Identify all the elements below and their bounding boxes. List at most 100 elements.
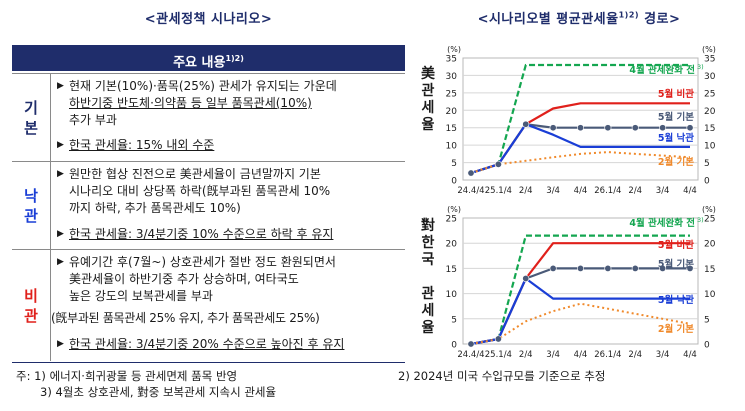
summary-item: ▶ 한국 관세율: 15% 내외 수준 — [57, 137, 402, 154]
scenario-body-pessimistic: ▶ 유예기간 후(7월~) 상호관세가 절반 정도 환원되면서 美관세율이 하반… — [50, 250, 405, 361]
summary-text: 한국 관세율: 3/4분기중 20% 수준으로 높아진 후 유지 — [69, 337, 345, 351]
x-tick-label: 4/4 — [574, 186, 588, 196]
note-2: 2) 2024년 미국 수입규모를 기준으로 추정 — [398, 369, 606, 383]
bullet-line: 원만한 협상 진전으로 美관세율이 금년말까지 기본 — [69, 167, 321, 181]
x-tick-label: 3/4 — [546, 350, 560, 360]
scenario-label-char: 비 — [24, 286, 38, 305]
side-label-char: 관 — [422, 82, 435, 99]
series-line — [470, 234, 690, 346]
right-title-text: <시나리오별 평균관세율 — [477, 12, 619, 27]
y-tick-label-right: 5 — [704, 315, 710, 325]
data-point — [686, 124, 694, 132]
series-line — [470, 63, 690, 175]
y-tick-label-left: 30 — [446, 72, 458, 82]
scenario-label-pessimistic: 비 관 — [12, 250, 50, 361]
y-tick-label-left: 25 — [446, 89, 457, 99]
series-label: 5월 비관 — [658, 239, 694, 251]
bullet-line: 까지 하락, 추가 품목관세도 10%) — [69, 201, 241, 215]
bullet-item: ▶ 원만한 협상 진전으로 美관세율이 금년말까지 기본 시나리오 대비 상당폭… — [57, 166, 402, 217]
triangle-bullet-icon: ▶ — [57, 339, 64, 349]
left-section-title: <관세정책 시나리오> — [144, 12, 273, 27]
series-line — [470, 277, 690, 346]
x-tick-label: 4/4 — [683, 350, 697, 360]
y-unit-right: (%) — [702, 205, 716, 214]
y-tick-label-right: 10 — [704, 142, 716, 152]
data-point — [577, 264, 585, 272]
y-tick-label-right: 25 — [704, 215, 715, 225]
x-tick-label: 3/4 — [546, 186, 560, 196]
x-tick-label: 24.4/4 — [457, 186, 484, 196]
y-tick-label-left: 20 — [446, 107, 458, 117]
note-3: 3) 4월초 상호관세, 對중 보복관세 지속시 관세율 — [40, 385, 277, 399]
data-point — [494, 335, 502, 343]
series-label: 4월 관세완화 전 — [629, 64, 695, 76]
summary-text: 한국 관세율: 3/4분기중 10% 수준으로 하락 후 유지 — [69, 227, 334, 241]
side-label-char: 율 — [422, 116, 435, 133]
y-tick-label-left: 5 — [451, 159, 457, 169]
right-title-sup: 1)2) — [618, 10, 640, 20]
bullet-line: 추가 부과 — [69, 113, 117, 127]
scenario-label-char: 기 — [24, 99, 38, 117]
y-tick-label-left: 5 — [451, 315, 457, 325]
scenario-label-optimistic: 낙 관 — [12, 162, 50, 250]
x-tick-label: 3/4 — [656, 350, 670, 360]
bullet-note: (旣부과된 품목관세 25% 유지, 추가 품목관세도 25%) — [51, 310, 406, 327]
scenario-row-optimistic: 낙 관 ▶ 원만한 협상 진전으로 美관세율이 금년말까지 기본 시나리오 대비… — [12, 161, 405, 250]
y-tick-label-left: 20 — [446, 240, 458, 250]
y-tick-label-left: 0 — [451, 341, 457, 351]
x-tick-label: 25.1/4 — [485, 186, 512, 196]
y-tick-label-right: 35 — [704, 55, 715, 65]
side-label-char: 美 — [421, 65, 436, 82]
data-point — [522, 120, 530, 128]
data-point — [467, 340, 475, 348]
data-point — [659, 264, 667, 272]
summary-item: ▶ 한국 관세율: 3/4분기중 10% 수준으로 하락 후 유지 — [57, 226, 402, 243]
data-point — [604, 124, 612, 132]
y-tick-label-left: 25 — [446, 215, 457, 225]
y-tick-label-right: 15 — [704, 124, 715, 134]
scenario-label-char: 낙 — [24, 187, 38, 205]
table-header: 주요 내용1)2) — [12, 47, 405, 71]
data-point — [467, 169, 475, 177]
y-tick-label-right: 15 — [704, 265, 715, 275]
y-tick-label-left: 15 — [446, 124, 457, 134]
y-unit-left: (%) — [447, 45, 461, 54]
scenario-body-base: ▶ 현재 기본(10%)·품목(25%) 관세가 유지되는 가운데 하반기중 반… — [50, 74, 405, 162]
triangle-bullet-icon: ▶ — [57, 229, 64, 239]
bullet-line: 유예기간 후(7월~) 상호관세가 절반 정도 환원되면서 — [69, 255, 336, 269]
triangle-bullet-icon: ▶ — [57, 169, 64, 179]
y-tick-label-right: 30 — [704, 72, 716, 82]
right-title-end: 경로> — [639, 12, 681, 27]
data-point — [494, 160, 502, 168]
data-point — [686, 264, 694, 272]
bullet-line: 시나리오 대비 상당폭 하락(旣부과된 품목관세 10% — [69, 184, 331, 198]
data-point — [659, 124, 667, 132]
y-tick-label-right: 25 — [704, 89, 715, 99]
scenario-label-char: 관 — [24, 306, 38, 325]
series-label: 5월 기본 — [658, 258, 694, 270]
note-1: 주: 1) 에너지·희귀광물 등 관세면제 품목 반영 — [16, 369, 238, 383]
x-tick-label: 2/4 — [628, 350, 642, 360]
scenario-row-pessimistic: 비 관 ▶ 유예기간 후(7월~) 상호관세가 절반 정도 환원되면서 美관세율… — [12, 249, 405, 361]
y-tick-label-left: 10 — [446, 290, 458, 300]
side-label-char: 율 — [422, 319, 435, 336]
x-tick-label: 2/4 — [519, 350, 533, 360]
data-point — [577, 124, 585, 132]
x-tick-label: 4/4 — [574, 350, 588, 360]
side-label-char: 세 — [422, 100, 435, 116]
series-label: 5월 낙관 — [658, 132, 694, 144]
y-tick-label-right: 5 — [704, 159, 710, 169]
scenario-row-base: 기 본 ▶ 현재 기본(10%)·품목(25%) 관세가 유지되는 가운데 하반… — [12, 73, 405, 162]
table-header-sup: 1)2) — [225, 54, 244, 63]
series-line — [470, 123, 690, 175]
bullet-line: (旣부과된 품목관세 25% 유지, 추가 품목관세도 25%) — [51, 311, 320, 325]
side-label-char: 對 — [421, 217, 435, 234]
scenario-table: 주요 내용1)2) 기 본 ▶ 현재 기본(10%)·품목(25%) 관세가 유… — [12, 45, 405, 363]
series-line — [470, 151, 691, 174]
summary-item: ▶ 한국 관세율: 3/4분기중 20% 수준으로 높아진 후 유지 — [57, 336, 402, 353]
y-tick-label-left: 10 — [446, 142, 458, 152]
data-point — [549, 264, 557, 272]
summary-text: 한국 관세율: 15% 내외 수준 — [69, 138, 215, 152]
